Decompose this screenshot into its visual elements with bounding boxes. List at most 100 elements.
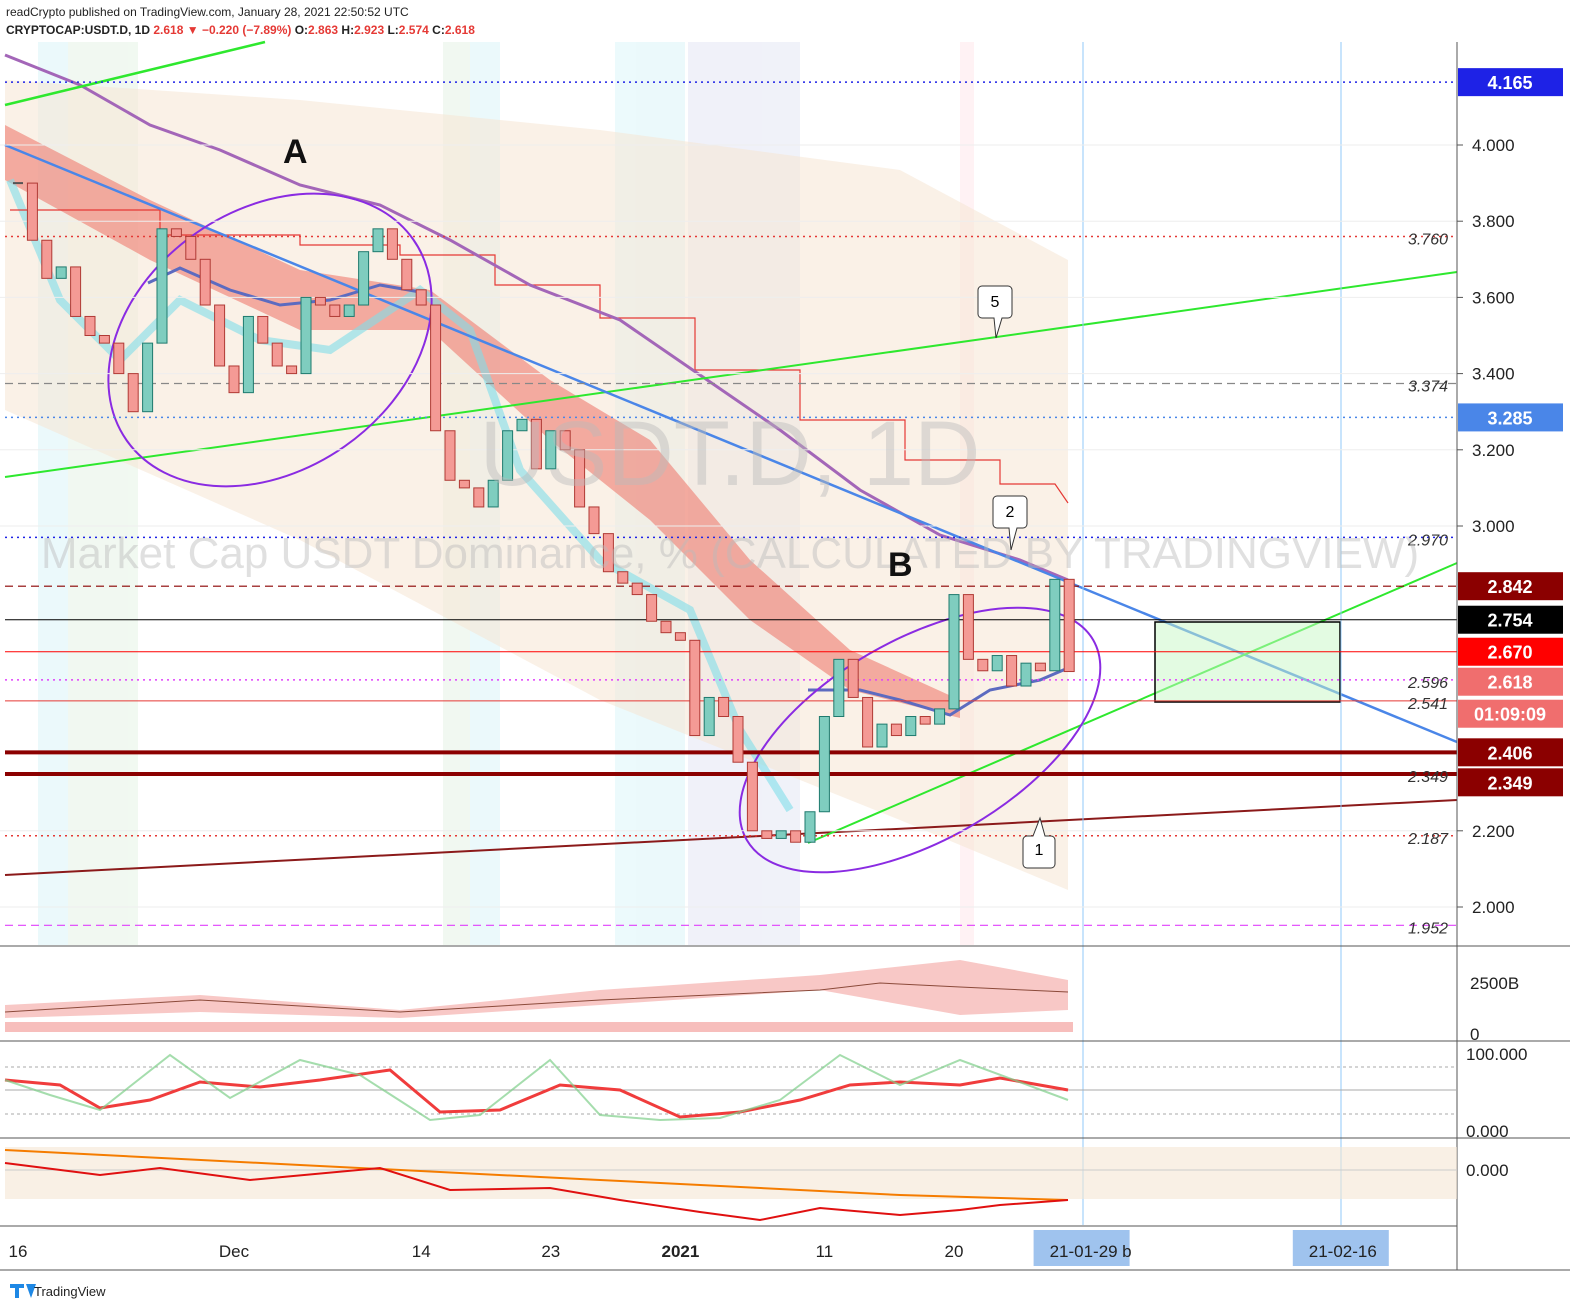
candle — [718, 696, 730, 718]
candle — [977, 658, 989, 672]
legend-line: CRYPTOCAP:USDT.D, 1D 2.618 ▼ −0.220 (−7.… — [6, 23, 475, 37]
watermark-description: Market Cap USDT Dominance, % (CALCULATED… — [41, 529, 1419, 578]
date-box — [1292, 1230, 1389, 1266]
osc-line — [4, 1068, 1069, 1119]
target-box — [1154, 621, 1341, 703]
price-box — [1458, 738, 1563, 767]
countdown-box — [1458, 699, 1563, 728]
price-box-label: 2.754 — [1487, 611, 1532, 631]
ma-line — [808, 666, 1069, 717]
date-box — [1033, 1230, 1130, 1266]
publisher: readCrypto published on TradingView.com,… — [6, 5, 409, 19]
candle — [775, 830, 787, 839]
candle — [156, 228, 168, 344]
candle — [876, 723, 888, 748]
candle — [1034, 662, 1046, 672]
candle — [242, 315, 254, 394]
candle — [84, 315, 96, 337]
candle — [458, 479, 470, 489]
candle — [473, 487, 485, 508]
watermark-symbol: USDT.D, 1D — [480, 403, 981, 505]
time-label: 11 — [816, 1242, 834, 1261]
time-label: Dec — [219, 1242, 250, 1261]
price-box — [1458, 667, 1563, 696]
candle — [70, 266, 82, 317]
price-box-label: 2.618 — [1487, 673, 1532, 693]
callout — [977, 285, 1013, 339]
footer: TradingView — [34, 1284, 106, 1299]
time-label: b — [1122, 1242, 1131, 1261]
trend-line — [4, 799, 1458, 876]
price-box-label: 4.165 — [1487, 73, 1532, 93]
candle — [833, 658, 845, 717]
high: 2.923 — [354, 23, 384, 37]
price-box-label: 2.842 — [1487, 577, 1532, 597]
time-label: 21-02-16 — [1309, 1242, 1377, 1261]
price-box-label: 3.285 — [1487, 408, 1532, 428]
candle — [602, 533, 614, 573]
candle — [674, 632, 686, 641]
candle — [257, 315, 269, 344]
trend-line — [807, 562, 1458, 844]
volume-bars — [5, 1022, 1073, 1032]
time-label: 2021 — [661, 1242, 699, 1261]
time-label: 14 — [412, 1242, 431, 1261]
volume-tick: 0 — [1470, 1025, 1479, 1044]
candle — [98, 335, 110, 344]
candle — [430, 304, 442, 432]
price-box — [1458, 605, 1563, 634]
third-tick: 0.000 — [1466, 1161, 1509, 1180]
candle — [660, 620, 672, 634]
candle — [502, 430, 514, 481]
c-label: C: — [432, 23, 445, 37]
candle — [646, 594, 658, 622]
candle — [401, 258, 413, 291]
callout — [1022, 816, 1056, 869]
level-label: 2.187 — [1407, 831, 1449, 848]
candle — [199, 258, 211, 306]
h-label: H: — [341, 23, 354, 37]
candle — [1020, 662, 1032, 687]
candle — [1063, 578, 1075, 673]
candle — [862, 696, 874, 748]
candle — [286, 365, 298, 375]
callout — [992, 495, 1028, 551]
third-signal — [4, 1149, 1069, 1201]
candle — [386, 228, 398, 260]
candle — [703, 696, 715, 737]
candle — [487, 479, 499, 508]
candle — [55, 266, 67, 279]
candle — [746, 761, 758, 832]
time-label: 16 — [9, 1242, 28, 1261]
level-label: 2.970 — [1407, 532, 1448, 549]
wave-1: 1 — [1035, 842, 1044, 859]
candle — [358, 251, 370, 306]
candle — [804, 811, 816, 843]
osc-tick: 0.000 — [1466, 1122, 1509, 1141]
candle — [113, 342, 125, 375]
candles — [13, 182, 1075, 843]
candle — [847, 658, 859, 698]
l-label: L: — [387, 23, 398, 37]
candle — [1049, 578, 1061, 672]
price-box — [1458, 637, 1563, 666]
label-b: B — [888, 546, 913, 584]
ellipse — [738, 606, 1102, 874]
candle — [617, 571, 629, 584]
price-tick-label: 2.200 — [1472, 822, 1515, 841]
candle — [1006, 655, 1018, 687]
price-box — [1458, 768, 1563, 797]
level-label: 2.541 — [1407, 696, 1448, 713]
candle — [948, 594, 960, 710]
candle — [962, 594, 974, 660]
candle — [934, 708, 946, 725]
price-box-label: 2.670 — [1487, 643, 1532, 663]
osc-tick: 100.000 — [1466, 1045, 1527, 1064]
candle — [818, 716, 830, 813]
candle — [530, 418, 542, 470]
candle — [444, 430, 456, 481]
volume-band — [5, 960, 1068, 1018]
price-tick-label: 4.000 — [1472, 136, 1515, 155]
candle — [228, 365, 240, 394]
